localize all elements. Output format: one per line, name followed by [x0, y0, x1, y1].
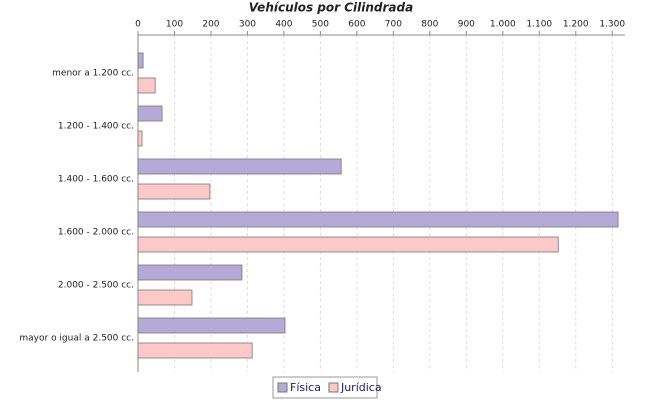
x-tick-label: 600	[348, 20, 365, 30]
x-tick-label: 700	[385, 20, 402, 30]
y-tick-label: 1.200 - 1.400 cc.	[58, 122, 134, 132]
legend-box	[272, 376, 378, 399]
y-tick-label: 2.000 - 2.500 cc.	[58, 281, 134, 291]
y-tick-label: menor a 1.200 cc.	[52, 69, 134, 79]
x-tick-label: 500	[312, 20, 329, 30]
y-tick-label: 1.400 - 1.600 cc.	[58, 175, 134, 185]
bar	[137, 236, 559, 253]
y-tick-label: mayor o igual a 2.500 cc.	[19, 334, 134, 344]
x-tick-label: 1.000	[490, 20, 516, 30]
legend-swatch	[277, 382, 288, 393]
bar	[137, 211, 619, 228]
x-tick-label: 900	[458, 20, 475, 30]
bar	[137, 130, 143, 147]
bar	[137, 342, 253, 359]
x-tick-label: 0	[135, 20, 141, 30]
x-tick-label: 300	[239, 20, 256, 30]
bar	[137, 77, 156, 94]
x-tick-label: 800	[421, 20, 438, 30]
chart-title: Vehículos por Cilindrada	[249, 1, 413, 15]
bar	[137, 317, 286, 334]
bar	[137, 183, 211, 200]
legend-label: Jurídica	[340, 381, 382, 394]
bar	[137, 158, 342, 175]
x-tick-label: 400	[275, 20, 292, 30]
x-tick-label: 1.200	[563, 20, 589, 30]
x-tick-label: 100	[166, 20, 183, 30]
legend-swatch	[328, 382, 339, 393]
bar	[137, 52, 144, 69]
x-tick-label: 1.100	[526, 20, 552, 30]
x-tick-label: 200	[202, 20, 219, 30]
bar	[137, 264, 243, 281]
y-tick-label: 1.600 - 2.000 cc.	[58, 228, 134, 238]
bar	[137, 105, 163, 122]
x-tick-label: 1.300	[599, 20, 625, 30]
bar	[137, 289, 193, 306]
legend-label: Física	[290, 381, 321, 394]
